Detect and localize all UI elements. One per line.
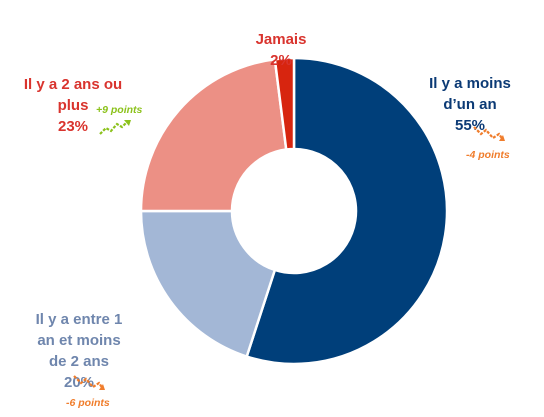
trend-down-icon	[73, 375, 105, 390]
trend-2-ans-ou-plus: +9 points	[96, 104, 143, 116]
slice-label-entre-1-et-2-ans: Il y a entre 1 an et moins de 2 ans	[35, 311, 123, 370]
trend-up-icon	[99, 120, 131, 135]
slice-label-moins-un-an: Il y a moins d’un an	[429, 75, 511, 113]
slice-label-2-ans-ou-plus: Il y a 2 ans ou plus	[23, 76, 123, 114]
slice-2-ans-ou-plus	[139, 57, 288, 213]
slice-jamais	[273, 56, 296, 151]
slice-pct-moins-un-an: 55%	[454, 117, 486, 134]
trend-entre-1-et-2-ans: -6 points	[66, 397, 110, 409]
trend-moins-un-an: -4 points	[466, 149, 510, 161]
slice-label-jamais: Jamais	[255, 31, 307, 48]
label-2-ans-ou-plus: Il y a 2 ans ou plus 23%	[4, 53, 142, 158]
slice-pct-jamais: 2%	[270, 52, 292, 69]
slice-moins-un-an	[245, 56, 449, 366]
trend-down-icon	[473, 126, 505, 141]
slice-entre-1-et-2-ans	[139, 209, 277, 359]
slice-pct-2-ans-ou-plus: 23%	[57, 118, 89, 135]
label-jamais: Jamais 2%	[236, 8, 326, 92]
label-moins-un-an: Il y a moins d’un an 55%	[410, 52, 530, 157]
label-entre-1-et-2-ans: Il y a entre 1 an et moins de 2 ans 20%	[14, 288, 144, 414]
